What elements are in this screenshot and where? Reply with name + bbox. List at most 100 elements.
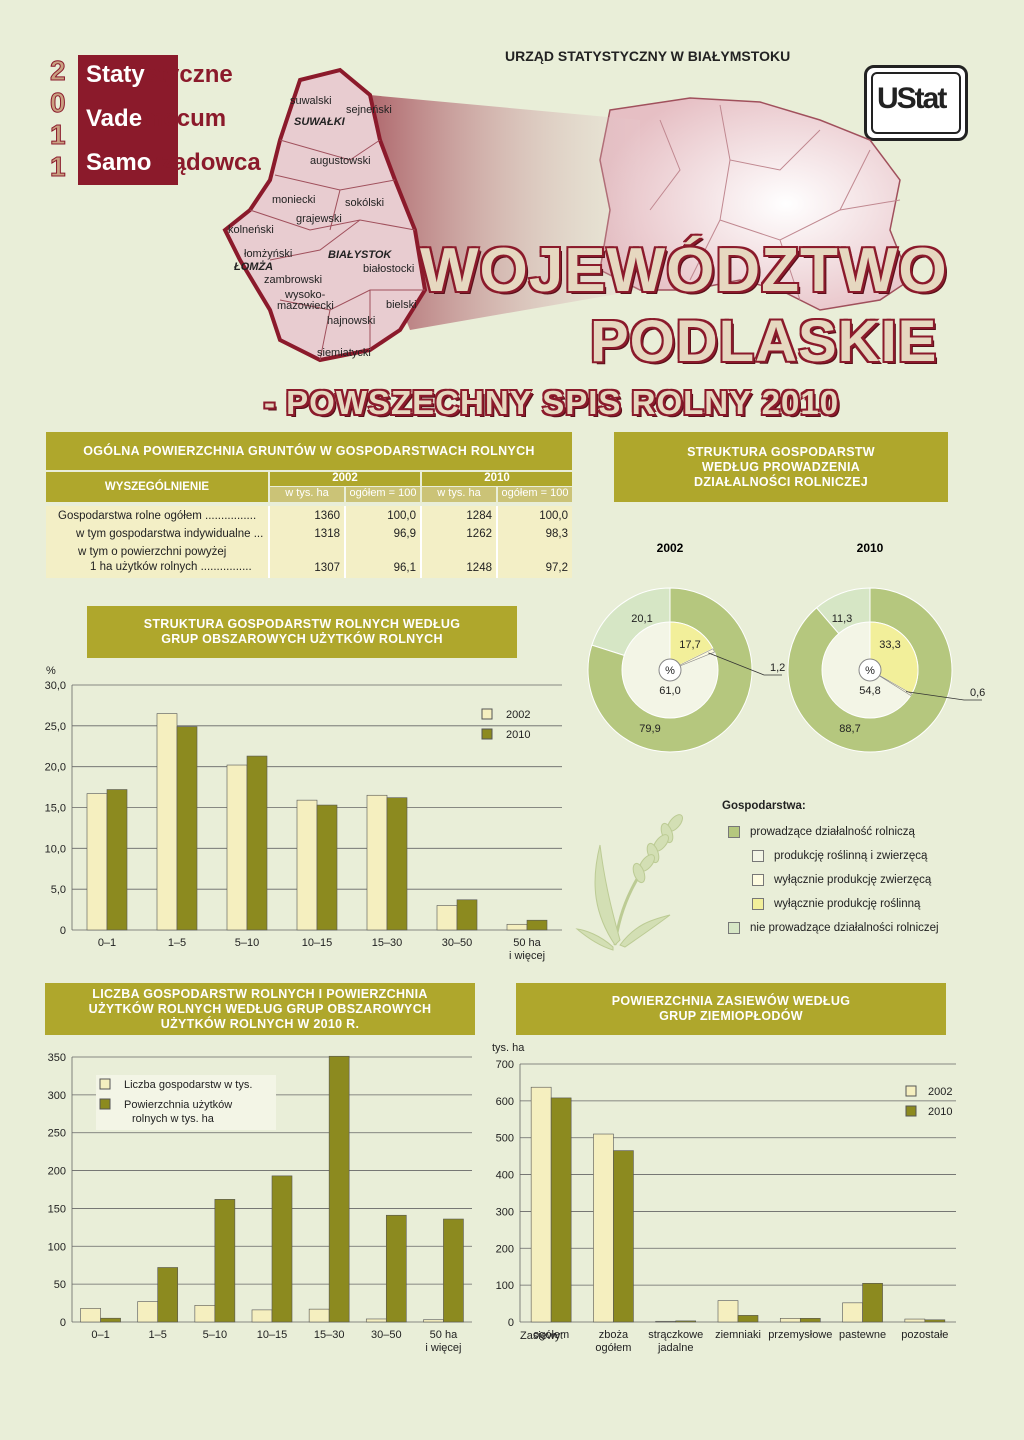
x-tick-label: 10–15 [257,1329,288,1341]
pie-label: 54,8 [859,685,880,697]
map-label: sokólski [345,197,385,209]
bar [328,1055,350,1323]
map-label: suwalski [290,95,332,107]
y-tick-label: 200 [496,1243,514,1255]
legend-label: produkcję roślinną i zwierzęcą [774,850,928,862]
x-tick-label: pastewne [839,1329,886,1341]
pie-slice [869,669,913,696]
y-tick-label: 15,0 [45,803,66,815]
chart3-title: POWIERZCHNIA ZASIEWÓW WEDŁUG GRUP ZIEMIO… [516,983,946,1035]
bar [226,764,248,931]
bar [100,1317,121,1323]
y-tick-label: 500 [496,1133,514,1145]
pie-label: 17,7 [679,639,700,651]
bar [799,1318,821,1323]
x-tick-label: 5–10 [203,1329,227,1341]
cell: 96,9 [393,528,416,540]
logo-word-a: Staty [86,61,145,88]
bar [443,1218,464,1323]
pie-label: 11,3 [832,613,853,625]
bar [386,797,408,931]
map-label: hajnowski [327,315,376,327]
x-prefix: Zasiewy: [520,1330,563,1342]
y-tick-label: 600 [496,1096,514,1108]
legend-swatch [728,922,740,934]
legend-swatch [481,708,493,720]
pie-label: 88,7 [839,723,860,735]
table1-year: 2010 [422,472,572,486]
year-badge: 2 0 1 1 [50,55,76,190]
x-tick-label: 50 ha [513,937,541,949]
legend-swatch [752,874,764,886]
ustat-logo-text: UStat [877,82,947,115]
table-row: Gospodarstwa rolne ogółem ..............… [46,508,572,526]
y-unit: tys. ha [492,1042,525,1054]
map-label: białostocki [363,263,415,275]
y-tick-label: 5,0 [51,884,66,896]
y-tick-label: 200 [48,1166,66,1178]
pie-charts: 2002% 79,9 20,1 61,0 17,7 1,2 2010% 88,7 11,3 54,… [587,541,985,753]
table1-year: 2002 [270,472,420,486]
legend-label: 2010 [928,1106,952,1118]
bar [308,1308,330,1323]
cell: 1307 [314,562,340,574]
bar [675,1320,697,1323]
legend-label: 2002 [928,1086,952,1098]
y-tick-label: 20,0 [45,762,66,774]
pie-leader [905,691,982,701]
pie-slice [669,648,715,671]
x-tick-label: przemysłowe [768,1329,832,1341]
pie-legend-title: Gospodarstwa: [722,800,806,812]
y-tick-label: 300 [496,1206,514,1218]
table1-sub: ogółem = 100 [498,487,572,502]
bar [737,1315,759,1323]
legend-item: wyłącznie produkcję zwierzęcą [722,868,1012,892]
x-tick-label: ziemniaki [715,1329,761,1341]
x-tick-label: 1–5 [149,1329,167,1341]
x-tick-label: strączkowe [648,1329,703,1341]
map-label: grajewski [296,213,342,225]
legend-label: Powierzchnia użytków [124,1099,232,1111]
legend-label: 2010 [506,729,530,741]
pie-leader [708,652,782,676]
legend-item: produkcję roślinną i zwierzęcą [722,844,1012,868]
bar [456,899,478,931]
table-row: w tym gospodarstwa indywidualne ... 1318… [46,526,572,544]
y-tick-label: 100 [496,1280,514,1292]
legend-swatch [99,1078,111,1090]
map-label: łomżyński [244,248,293,260]
map-label: augustowski [310,155,371,167]
table1-head: WYSZEGÓLNIENIE [46,472,268,502]
map-label: ŁOMŻA [234,261,274,273]
cell: 98,3 [545,528,568,540]
title-line-2: PODLASKIE [590,309,938,374]
podlaskie-outline [222,67,428,363]
x-tick-label: 0–1 [91,1329,109,1341]
x-tick-label: ogółem [595,1342,631,1354]
bar [717,1300,739,1323]
x-tick-label: 0–1 [98,937,116,949]
legend-swatch [905,1085,917,1097]
cell: 1284 [466,510,492,522]
x-tick-label: ogółem [533,1329,569,1341]
map-label: wysoko- [285,289,326,301]
legend-swatch [728,826,740,838]
legend-swatch [752,898,764,910]
bar [137,1301,159,1323]
logo-word-b: rządowca [151,149,261,176]
cell: 100,0 [387,510,416,522]
pie-center [658,658,682,682]
y-tick-label: 10,0 [45,843,66,855]
bar [842,1302,863,1323]
x-tick-label: 5–10 [235,937,259,949]
legend-item: prowadzące działalność rolniczą [722,820,1012,844]
table1: WYSZEGÓLNIENIE 2002 2010 w tys. ha ogółe… [46,472,572,578]
map-label: mazowiecki [277,300,334,312]
legend-swatch [905,1105,917,1117]
bar [593,1133,614,1323]
y-tick-label: 30,0 [45,680,66,692]
row-label: 1 ha użytków rolnych ................ [90,561,252,573]
map-label: kolneński [228,224,274,236]
bar [385,1214,407,1323]
bar [779,1318,801,1323]
